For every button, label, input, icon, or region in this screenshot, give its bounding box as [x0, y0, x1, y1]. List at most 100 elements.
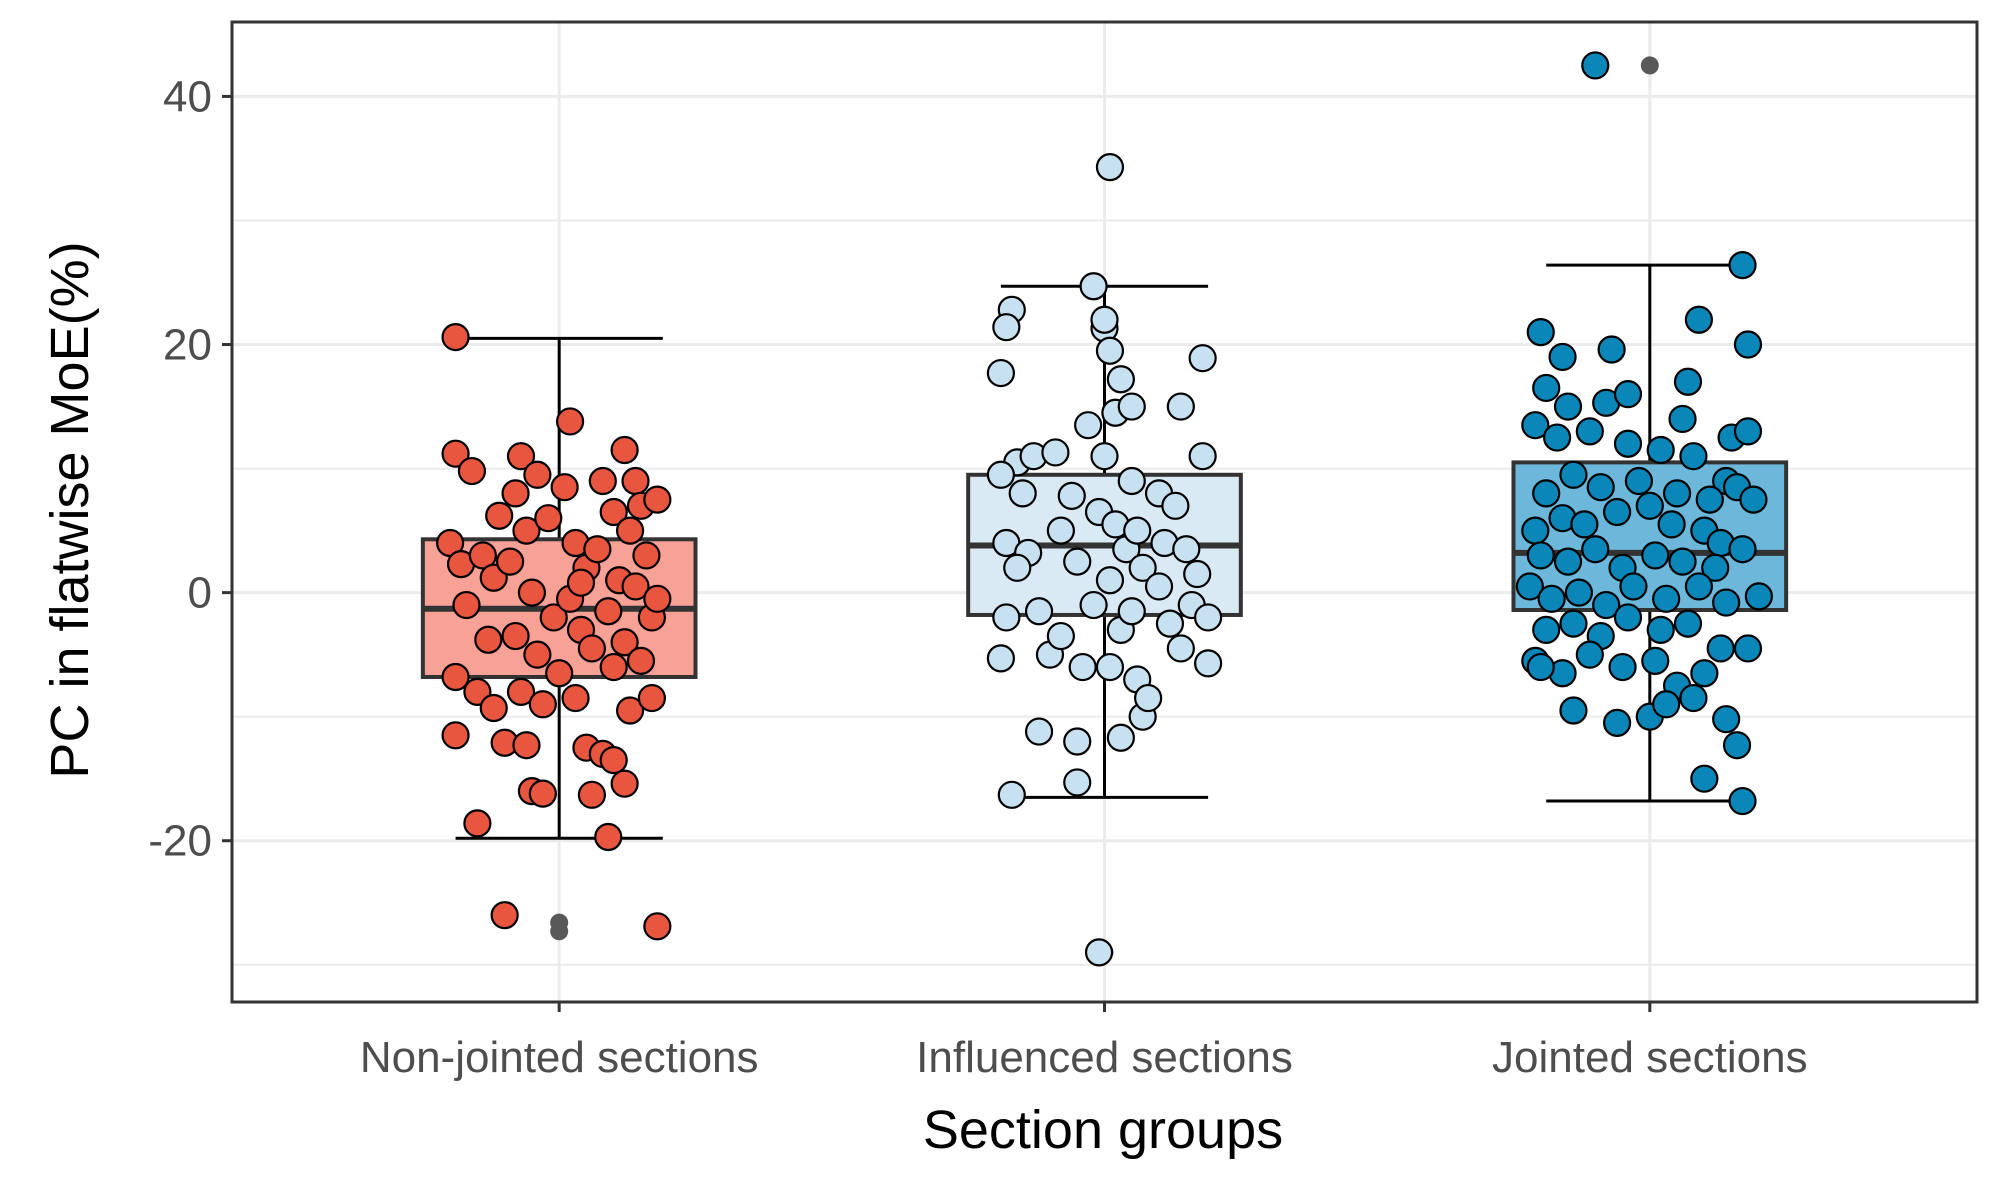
- data-point: [1652, 584, 1681, 613]
- data-point: [501, 479, 530, 508]
- data-point: [1559, 609, 1588, 638]
- data-point: [1733, 634, 1763, 663]
- data-point: [626, 646, 656, 675]
- data-point: [1641, 541, 1670, 570]
- y-tick-label: -20: [148, 817, 212, 866]
- data-point: [1619, 572, 1648, 601]
- data-point: [1128, 553, 1157, 582]
- data-point: [610, 628, 639, 657]
- data-point: [1008, 479, 1037, 508]
- data-point: [528, 779, 557, 808]
- data-point: [1613, 429, 1643, 458]
- data-point: [1068, 652, 1097, 682]
- data-point: [534, 504, 563, 533]
- data-point: [1646, 615, 1675, 644]
- data-point: [490, 901, 519, 930]
- data-point: [1701, 553, 1730, 582]
- data-point: [986, 644, 1015, 673]
- data-point: [1613, 603, 1643, 632]
- data-point: [1521, 516, 1550, 545]
- data-point: [1744, 582, 1773, 611]
- x-tick-label: Jointed sections: [1492, 1033, 1808, 1082]
- data-point: [594, 822, 623, 852]
- data-point: [1733, 330, 1763, 359]
- data-point: [441, 322, 470, 352]
- data-point: [523, 640, 552, 669]
- data-point: [1575, 640, 1604, 669]
- data-point: [1144, 572, 1174, 601]
- data-point: [1679, 442, 1708, 471]
- data-point: [599, 497, 628, 527]
- data-point: [1624, 466, 1654, 496]
- data-point: [1134, 683, 1163, 713]
- data-point: [1581, 535, 1610, 564]
- data-point: [555, 407, 585, 436]
- data-point: [561, 683, 590, 713]
- data-point: [1532, 479, 1561, 508]
- data-point: [577, 634, 607, 663]
- data-point: [1728, 535, 1757, 564]
- data-point: [1548, 342, 1577, 372]
- data-point: [1553, 547, 1583, 576]
- data-point: [992, 603, 1021, 632]
- data-point: [1668, 547, 1697, 576]
- data-point: [1608, 652, 1637, 682]
- axis-layer: -20 0 20 40 Non-jointed sections Influenced s…: [148, 20, 1979, 1082]
- data-point: [1074, 411, 1103, 440]
- data-point: [643, 912, 672, 941]
- data-point: [528, 690, 557, 719]
- data-point: [1183, 559, 1212, 589]
- data-point: [1553, 392, 1583, 421]
- data-point: [986, 460, 1015, 489]
- data-point: [577, 780, 607, 809]
- data-point: [997, 780, 1026, 809]
- data-point: [1657, 510, 1686, 539]
- data-point: [1106, 365, 1135, 394]
- data-point: [599, 652, 628, 682]
- data-point: [463, 809, 492, 838]
- y-tick-label: 40: [163, 72, 212, 121]
- data-point: [1602, 497, 1632, 527]
- data-point: [1728, 251, 1757, 280]
- data-point: [615, 516, 645, 545]
- y-tick-label: 20: [163, 321, 212, 370]
- data-point: [1095, 153, 1125, 182]
- data-point: [517, 578, 547, 607]
- data-point: [441, 662, 470, 692]
- data-point: [1166, 634, 1195, 663]
- data-point: [1684, 305, 1713, 334]
- data-point: [485, 501, 514, 530]
- data-point: [1722, 731, 1752, 760]
- data-point: [1613, 380, 1643, 409]
- data-point: [550, 473, 579, 502]
- data-point: [501, 621, 530, 651]
- data-point: [1570, 510, 1599, 539]
- data-point: [1537, 584, 1566, 613]
- data-point: [1166, 392, 1195, 421]
- data-point: [441, 721, 470, 750]
- data-point: [1515, 572, 1544, 601]
- data-point: [1024, 717, 1054, 746]
- data-point: [1526, 541, 1555, 570]
- x-axis-title: Section groups: [923, 1100, 1283, 1160]
- data-point: [1695, 485, 1724, 514]
- data-point: [1602, 708, 1632, 737]
- data-point: [583, 535, 612, 564]
- data-point: [1673, 367, 1703, 396]
- data-point: [545, 659, 574, 688]
- data-point: [643, 584, 672, 613]
- data-point: [1188, 442, 1217, 471]
- data-point: [1057, 481, 1086, 510]
- data-point: [1063, 768, 1092, 797]
- data-point: [566, 568, 596, 597]
- y-axis-title: PC in flatwise MoE(%): [40, 241, 100, 778]
- data-point: [992, 313, 1021, 342]
- data-point: [1690, 764, 1719, 793]
- data-point: [512, 516, 541, 545]
- data-point: [523, 460, 552, 489]
- data-point: [452, 590, 481, 620]
- data-point: [1543, 423, 1572, 452]
- data-point: [615, 696, 645, 725]
- data-point: [637, 683, 666, 713]
